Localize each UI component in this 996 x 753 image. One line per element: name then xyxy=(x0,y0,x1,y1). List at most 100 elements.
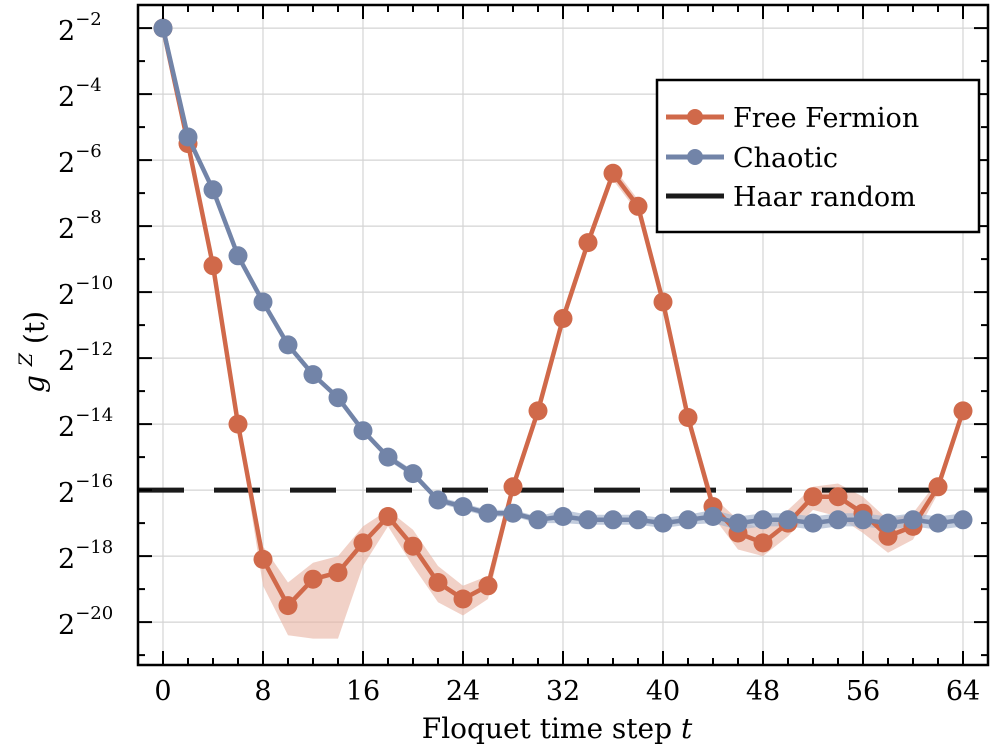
point-chaotic xyxy=(828,510,848,530)
point-chaotic xyxy=(253,292,273,312)
point-free-fermion xyxy=(528,401,548,421)
point-free-fermion xyxy=(678,408,698,427)
point-free-fermion xyxy=(378,507,398,526)
y-tick-exponent: −12 xyxy=(75,339,113,360)
point-chaotic xyxy=(203,180,223,200)
point-chaotic xyxy=(153,18,173,38)
point-chaotic xyxy=(753,510,773,530)
x-tick-label: 48 xyxy=(746,676,780,707)
x-tick-label: 40 xyxy=(646,676,680,707)
point-free-fermion xyxy=(453,589,473,609)
point-free-fermion xyxy=(603,163,623,183)
y-tick-label: 2−12 xyxy=(58,339,113,377)
point-free-fermion xyxy=(953,401,973,421)
point-free-fermion xyxy=(553,309,573,328)
legend: Free Fermion Chaotic Haar random xyxy=(655,78,981,234)
point-chaotic xyxy=(478,503,498,523)
point-free-fermion xyxy=(578,233,598,253)
point-chaotic xyxy=(553,507,573,526)
y-tick-base: 2 xyxy=(58,280,75,311)
point-free-fermion xyxy=(628,196,648,216)
x-tick-label: 24 xyxy=(446,676,480,707)
y-tick-base: 2 xyxy=(58,148,75,179)
y-tick-exponent: −10 xyxy=(75,273,113,294)
point-free-fermion xyxy=(503,477,523,497)
legend-label-haar-random: Haar random xyxy=(733,182,916,213)
point-free-fermion xyxy=(278,596,298,616)
point-chaotic xyxy=(353,421,373,441)
legend-label-chaotic: Chaotic xyxy=(733,143,838,174)
x-tick-label: 32 xyxy=(546,676,580,707)
y-axis-title: g Z (t) xyxy=(6,311,51,393)
y-tick-exponent: −18 xyxy=(75,537,113,558)
y-axis-title-sup: Z xyxy=(15,352,37,367)
point-chaotic xyxy=(703,507,723,526)
x-tick-label: 0 xyxy=(154,676,171,707)
x-tick-label: 16 xyxy=(346,676,380,707)
point-free-fermion xyxy=(878,526,898,546)
point-free-fermion xyxy=(653,292,673,312)
point-chaotic xyxy=(603,510,623,530)
y-tick-label: 2−14 xyxy=(58,405,113,443)
y-tick-label: 2−10 xyxy=(58,273,113,311)
point-chaotic xyxy=(953,510,973,530)
point-chaotic xyxy=(878,513,898,533)
y-tick-label: 2−18 xyxy=(58,537,113,575)
y-tick-exponent: −14 xyxy=(75,405,113,426)
point-free-fermion xyxy=(803,487,823,507)
y-tick-labels: 2−22−42−62−82−102−122−142−162−182−20 xyxy=(58,9,113,641)
y-tick-label: 2−6 xyxy=(58,141,102,179)
y-axis-title-arg: (t) xyxy=(18,311,51,344)
point-free-fermion xyxy=(428,573,448,592)
y-tick-label: 2−2 xyxy=(58,9,102,47)
point-free-fermion xyxy=(328,563,348,583)
point-chaotic xyxy=(853,510,873,530)
point-free-fermion xyxy=(353,533,373,553)
x-axis-title-text: Floquet time step xyxy=(422,712,672,745)
series-group xyxy=(153,18,973,616)
point-chaotic xyxy=(528,510,548,530)
point-chaotic xyxy=(403,464,423,484)
ticks xyxy=(138,5,988,665)
y-tick-exponent: −6 xyxy=(75,141,102,162)
point-chaotic xyxy=(803,513,823,533)
x-tick-label: 56 xyxy=(846,676,880,707)
legend-marker-chaotic xyxy=(687,149,703,165)
y-tick-base: 2 xyxy=(58,478,75,509)
y-tick-label: 2−20 xyxy=(58,603,113,641)
point-chaotic xyxy=(578,510,598,530)
y-tick-base: 2 xyxy=(58,346,75,377)
point-free-fermion xyxy=(478,576,498,596)
point-chaotic xyxy=(903,510,923,530)
point-chaotic xyxy=(928,513,948,533)
y-tick-exponent: −16 xyxy=(75,471,113,492)
point-chaotic xyxy=(303,365,323,385)
point-chaotic xyxy=(428,490,448,510)
point-free-fermion xyxy=(228,414,248,434)
point-chaotic xyxy=(178,127,198,147)
y-tick-exponent: −20 xyxy=(75,603,113,624)
point-free-fermion xyxy=(303,569,323,589)
y-tick-base: 2 xyxy=(58,82,75,113)
point-chaotic xyxy=(728,513,748,533)
y-tick-label: 2−4 xyxy=(58,75,102,113)
point-chaotic xyxy=(778,510,798,530)
y-tick-base: 2 xyxy=(58,544,75,575)
y-tick-exponent: −2 xyxy=(75,9,102,30)
point-chaotic xyxy=(278,335,298,355)
point-free-fermion xyxy=(203,256,223,276)
y-tick-base: 2 xyxy=(58,412,75,443)
point-chaotic xyxy=(328,388,348,408)
y-tick-base: 2 xyxy=(58,610,75,641)
x-tick-label: 64 xyxy=(946,676,980,707)
y-tick-label: 2−16 xyxy=(58,471,113,509)
y-tick-base: 2 xyxy=(58,16,75,47)
point-chaotic xyxy=(378,447,398,467)
point-chaotic xyxy=(228,246,248,266)
x-tick-label: 8 xyxy=(254,676,271,707)
point-free-fermion xyxy=(753,533,773,553)
point-chaotic xyxy=(503,503,523,523)
y-tick-label: 2−8 xyxy=(58,207,102,245)
x-tick-labels: 0 8 16 24 32 40 48 56 64 xyxy=(154,676,980,707)
